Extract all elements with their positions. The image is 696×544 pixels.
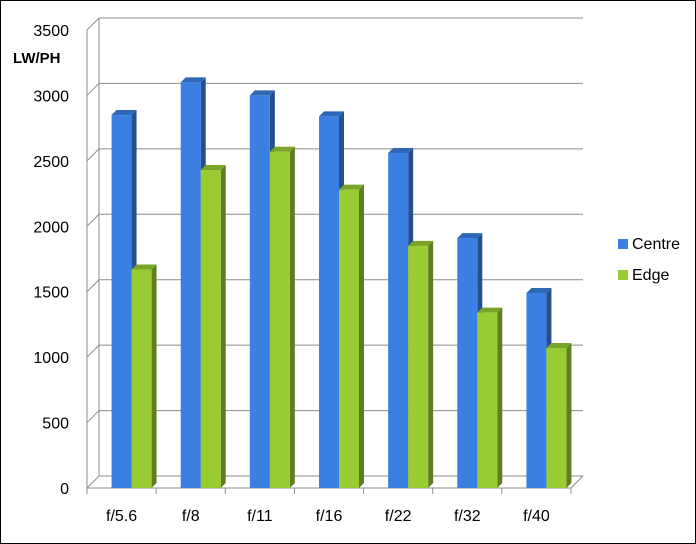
x-tick-label: f/11 — [247, 508, 273, 525]
bar-centre — [388, 153, 409, 488]
bar-edge — [269, 151, 290, 488]
bar-top — [131, 264, 157, 270]
gridline-depth — [86, 148, 100, 162]
x-tick-label: f/8 — [182, 508, 200, 525]
legend-label: Edge — [632, 267, 669, 284]
y-tick-label: 3000 — [33, 88, 69, 105]
gridline-depth — [86, 279, 100, 293]
bar-centre — [180, 82, 201, 488]
gridline-depth — [86, 83, 100, 96]
bar-top — [457, 233, 483, 239]
legend: Centre Edge — [618, 236, 680, 284]
bar-centre — [526, 293, 547, 488]
floor-edge — [570, 475, 584, 489]
bar-edge — [408, 245, 429, 488]
x-tick-label: f/40 — [523, 508, 550, 525]
y-tick-label: 1000 — [33, 350, 69, 367]
bar-side — [220, 165, 226, 488]
y-tick-label: 3500 — [33, 23, 69, 40]
y-tick-label: 2500 — [33, 154, 69, 171]
bar-top — [111, 110, 137, 116]
bar-edge — [200, 170, 221, 488]
gridline-depth — [86, 344, 100, 358]
y-tick-label: 0 — [60, 481, 69, 498]
gridline-depth — [86, 475, 100, 489]
y-axis-title: LW/PH — [13, 50, 61, 67]
bar-edge — [339, 189, 359, 488]
bar-side — [497, 307, 503, 488]
y-tick-label: 1500 — [33, 285, 69, 302]
bar-side — [428, 240, 434, 488]
bar-side — [289, 146, 295, 488]
gridline-depth — [86, 17, 100, 31]
bar-centre — [457, 238, 478, 488]
bar-top — [546, 342, 572, 348]
bar-top — [339, 184, 364, 190]
bar-top — [180, 77, 206, 83]
bar-top — [269, 146, 295, 152]
bar-centre — [111, 115, 132, 489]
bar-edge — [546, 347, 567, 488]
bar-edge — [477, 312, 498, 488]
bar-centre — [319, 116, 339, 488]
bars — [111, 77, 572, 489]
bar-centre — [249, 95, 270, 488]
gridline-depth — [86, 213, 100, 227]
bar-top — [249, 90, 275, 96]
bar-top — [477, 307, 503, 313]
legend-swatch — [618, 239, 628, 249]
bar-top — [408, 240, 434, 246]
x-tick-label: f/32 — [454, 508, 481, 525]
bar-side — [566, 342, 572, 488]
gridline-depth — [86, 410, 100, 423]
axis-labels: 0 500 1000 1500 2000 2500 3000 3500 f/5.6 f/8 f/11… — [33, 23, 549, 525]
x-tick-label: f/22 — [385, 508, 412, 525]
bar-edge — [131, 269, 152, 488]
y-tick-label: 500 — [42, 416, 69, 433]
bar-side — [151, 264, 157, 488]
x-tick-label: f/5.6 — [106, 508, 137, 525]
bar-top — [526, 288, 552, 294]
bar-top — [319, 111, 344, 117]
bar-side — [359, 184, 364, 488]
y-tick-label: 2000 — [33, 219, 69, 236]
bar-top — [388, 148, 414, 154]
bar-top — [200, 165, 226, 171]
legend-label: Centre — [632, 236, 680, 253]
legend-swatch — [618, 270, 628, 280]
x-tick-label: f/16 — [316, 508, 343, 525]
